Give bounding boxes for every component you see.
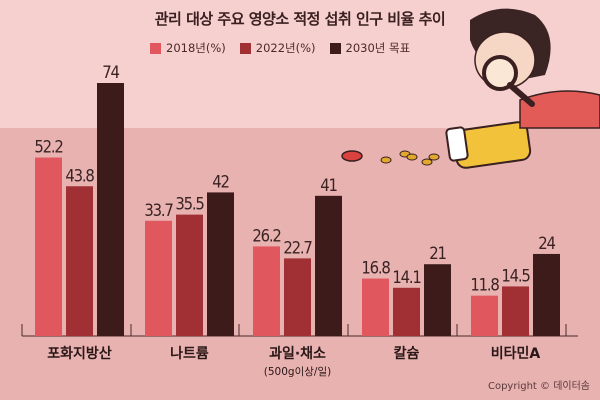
bar-2030-5 [533,253,560,336]
bar-2022-2 [176,214,203,336]
data-label: 16.8 [361,259,390,278]
category-label: 포화지방산 [47,345,112,362]
bar-2030-2 [207,192,234,336]
copyright-notice: Copyright © 데이터솜 [487,381,590,392]
legend-swatch-2030 [329,42,341,54]
category-label: 과일·채소 [269,346,326,362]
legend-swatch-2018 [150,42,161,54]
legend-item-2022: 2022년(%) [239,40,316,56]
data-label: 26.2 [252,226,280,245]
legend-label-2022: 2022년(%) [255,41,316,55]
data-label: 52.2 [34,138,62,157]
bar-2030-3 [315,195,342,336]
legend-item-2030: 2030년 목표 [329,40,411,56]
data-label: 41 [320,176,337,195]
legend-label-2018: 2018년(%) [166,41,226,55]
bar-2018-4 [362,278,389,336]
category-label: 나트륨 [170,346,209,362]
data-label: 21 [429,244,446,263]
chart-title: 관리 대상 주요 영양소 적정 섭취 인구 비율 추이 [154,10,446,28]
data-label: 33.7 [144,201,173,220]
data-label: 22.7 [283,238,312,257]
legend-label-2030: 2030년 목표 [345,41,411,55]
bar-2030-4 [424,264,451,336]
bar-2018-3 [253,246,280,336]
bar-2018-1 [35,157,62,336]
bar-2018-2 [145,220,172,336]
data-label: 43.8 [65,166,94,185]
legend-swatch-2022 [239,42,251,54]
pill-bottle-illustration [341,121,532,169]
bar-2022-4 [393,287,420,336]
data-label: 42 [212,172,229,191]
bar-2018-5 [471,295,498,336]
person-magnifier-illustration [470,8,600,129]
data-label: 24 [538,234,555,253]
category-label: 비타민A [491,345,541,362]
bar-2022-5 [502,286,529,336]
category-label: 칼슘 [394,346,420,362]
bar-2030-1 [97,83,124,336]
category-note: (500g이상/일) [264,365,331,378]
bar-2022-1 [66,186,93,336]
data-label: 11.8 [470,276,499,295]
data-label: 14.5 [501,266,530,285]
data-label: 14.1 [392,268,421,287]
data-label: 74 [102,63,119,82]
legend: 2018년(%) 2022년(%) 2030년 목표 [150,40,410,56]
bar-2022-3 [284,258,311,336]
legend-item-2018: 2018년(%) [150,40,226,56]
data-label: 35.5 [175,195,204,214]
